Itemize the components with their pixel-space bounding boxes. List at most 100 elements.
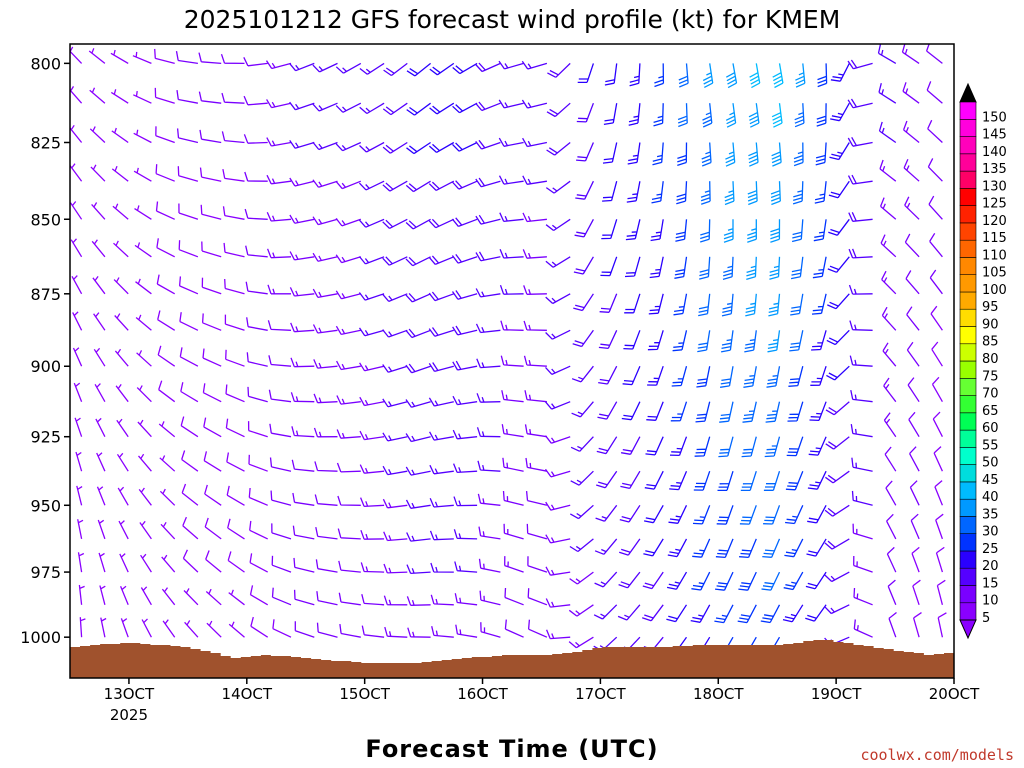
wind-barb-stroke [906,341,920,367]
wind-barb-stroke [594,538,618,555]
wind-barb-stroke [929,269,943,295]
wind-barb [576,142,594,162]
wind-barb-stroke [795,63,806,88]
wind-barb [525,491,548,506]
colorbar-swatch [959,239,977,258]
wind-barb [222,168,245,182]
wind-barb [312,62,338,73]
wind-barb [133,167,152,182]
wind-barb [91,202,106,220]
wind-barb-stroke [266,248,292,259]
wind-barb-stroke [454,593,478,606]
wind-barb-stroke [88,48,106,64]
wind-barb-stroke [180,416,199,438]
wind-barb [626,181,641,203]
wind-barb-stroke [358,292,385,301]
wind-barb-stroke [271,587,292,606]
wind-barb [935,546,945,573]
wind-barb [930,305,943,331]
wind-barb [227,551,245,573]
colorbar-swatch [959,360,977,379]
wind-barb [312,324,338,334]
wind-barb-stroke [668,505,688,524]
wind-barb [383,62,408,77]
wind-barb-stroke [455,624,478,638]
wind-barb [816,103,827,127]
wind-barb-stroke [223,242,245,258]
wind-barb-stroke [116,452,129,472]
wind-barb-stroke [111,165,129,182]
wind-barb [641,604,664,622]
wind-barb-stroke [747,181,758,206]
colorbar-label: 90 [982,318,999,333]
wind-barb [524,390,547,403]
wind-barb-stroke [383,531,408,542]
wind-barb-stroke [361,594,385,606]
wind-barb [675,219,688,242]
y-tick-label: 875 [30,285,61,304]
wind-barb-stroke [116,418,129,438]
wind-barb-stroke [428,327,454,337]
wind-barb-stroke [136,385,152,403]
wind-barb [475,139,501,150]
wind-barb-stroke [725,142,736,167]
wind-barb-stroke [670,401,688,422]
wind-barb-stroke [96,486,106,506]
wind-barb-stroke [161,587,176,606]
wind-barb [134,242,152,258]
wind-barb [359,497,385,508]
wind-barb-stroke [716,505,734,525]
wind-barb [428,180,455,191]
wind-barb-stroke [96,452,106,472]
wind-barb-stroke [850,423,873,438]
wind-barb-stroke [452,325,478,336]
wind-barb [824,538,850,550]
wind-barb-stroke [154,48,175,65]
wind-barb-stroke [405,466,431,476]
wind-barb-stroke [289,287,315,297]
colorbar-swatch [959,377,977,396]
wind-barb-stroke [405,433,431,443]
wind-barb-stroke [338,560,361,573]
wind-barb [927,158,943,182]
wind-barb-stroke [522,212,547,223]
wind-barb [647,330,664,351]
colorbar-label: 5 [982,611,990,626]
wind-barb [573,256,594,275]
wind-barb-stroke [335,325,361,336]
wind-barb [475,214,501,225]
wind-barb [313,393,338,404]
wind-barb [359,102,385,115]
wind-barb-stroke [110,89,129,104]
wind-barb [266,137,292,147]
wind-barb-stroke [573,256,594,275]
wind-barb-stroke [452,141,478,152]
wind-barb-stroke [475,177,501,188]
wind-barb [179,312,199,331]
wind-barb [545,629,571,640]
wind-barb-stroke [925,44,943,64]
wind-barb-stroke [546,102,571,118]
wind-barb [228,589,245,606]
wind-barb-stroke [745,293,757,317]
wind-barb-stroke [544,468,571,478]
wind-barb [502,490,524,506]
wind-barb [723,219,734,243]
wind-barb-stroke [596,470,618,489]
wind-barb [812,256,827,279]
wind-barb [790,293,804,316]
wind-barb-stroke [70,201,83,220]
wind-barb [206,620,222,638]
y-tick-label: 800 [30,54,61,73]
wind-barb [824,504,850,517]
wind-barb-stroke [382,256,408,266]
chart-title: 2025101212 GFS forecast wind profile (kt… [184,5,841,34]
wind-barb-stroke [220,53,245,65]
x-tick-label: 17OCT [575,685,626,703]
wind-barb-stroke [671,366,688,387]
wind-barb-stroke [666,571,688,590]
wind-barb [877,44,897,64]
wind-barb [265,60,292,70]
colorbar-swatch [959,257,977,275]
wind-barb [198,52,222,65]
